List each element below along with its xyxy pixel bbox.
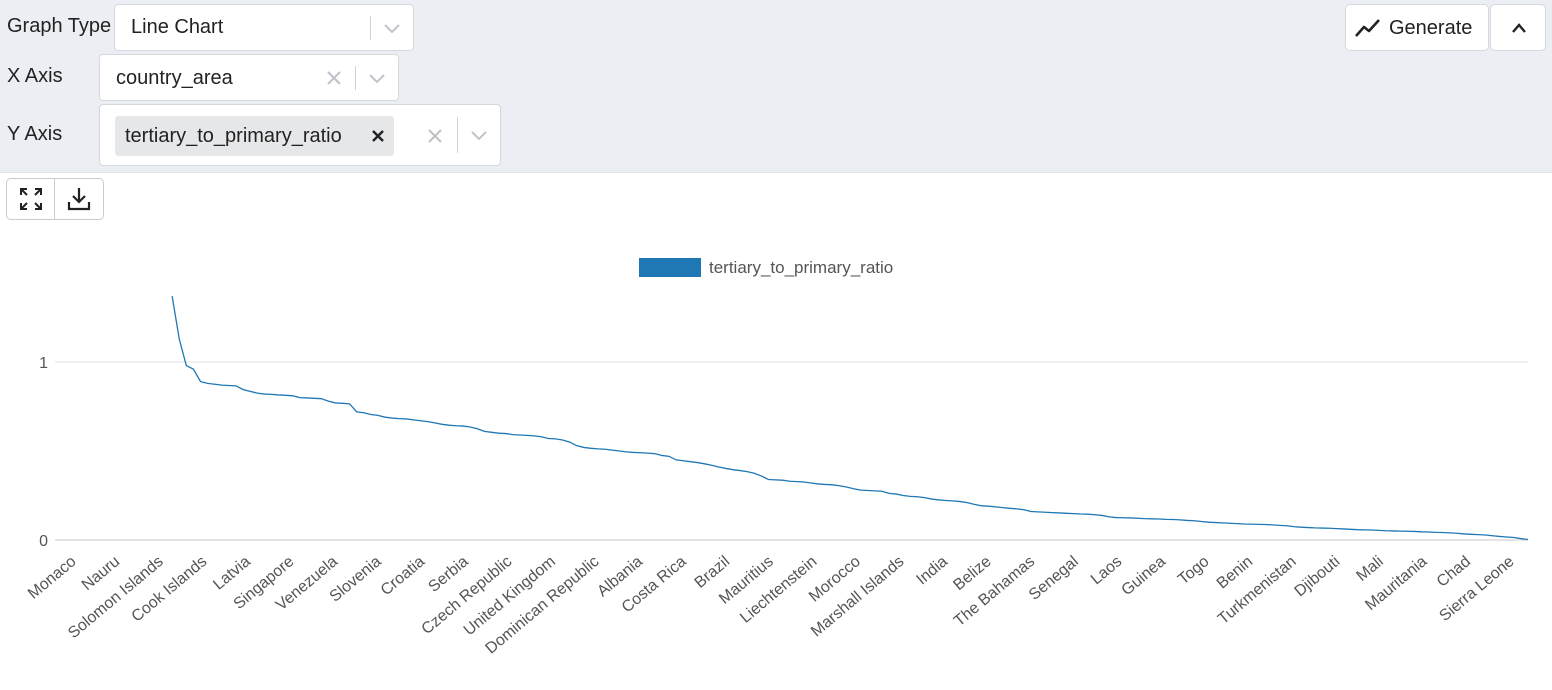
x-tick-label: Monaco [25, 553, 80, 603]
x-tick-label: Turkmenistan [1215, 553, 1300, 628]
x-axis-value: country_area [116, 67, 233, 89]
generate-label: Generate [1389, 17, 1473, 39]
x-axis-select[interactable]: country_area [99, 54, 399, 101]
download-icon [67, 188, 91, 211]
y-axis-select[interactable]: tertiary_to_primary_ratio [99, 104, 501, 166]
x-tick-label: Senegal [1026, 553, 1082, 604]
x-tick-label: Mali [1353, 553, 1386, 585]
x-tick-label: Croatia [378, 553, 429, 599]
expand-icon [20, 188, 42, 210]
x-tick-label: Sierra Leone [1436, 553, 1517, 625]
chevron-down-icon[interactable] [469, 130, 489, 142]
x-axis-label: X Axis [7, 65, 63, 87]
chart-toolbar [6, 178, 104, 220]
chevron-up-icon [1512, 23, 1526, 33]
clear-icon[interactable] [325, 69, 343, 87]
graph-type-select[interactable]: Line Chart [114, 4, 414, 51]
graph-type-value: Line Chart [131, 16, 224, 38]
y-axis-chip-label: tertiary_to_primary_ratio [125, 125, 342, 147]
legend-label: tertiary_to_primary_ratio [709, 258, 893, 277]
x-tick-label: India [914, 553, 952, 588]
y-axis-label: Y Axis [7, 123, 63, 145]
generate-button[interactable]: Generate [1345, 4, 1489, 51]
x-tick-label: Cook Islands [129, 553, 211, 625]
download-button[interactable] [55, 179, 102, 219]
y-tick-label: 0 [39, 533, 48, 550]
select-separator [457, 117, 458, 153]
collapse-button[interactable] [1490, 4, 1546, 51]
clear-icon[interactable] [426, 127, 444, 145]
toolbar-separator [54, 179, 55, 219]
chevron-down-icon[interactable] [382, 23, 402, 35]
x-tick-label: Djibouti [1291, 553, 1343, 600]
legend-swatch [639, 258, 701, 277]
y-tick-label: 1 [39, 355, 48, 372]
line-chart-icon [1355, 19, 1380, 37]
select-separator [370, 16, 371, 40]
remove-chip-icon[interactable] [371, 129, 385, 143]
y-axis-chip: tertiary_to_primary_ratio [115, 116, 394, 156]
series-line-tertiary-to-primary-ratio [171, 296, 1529, 541]
select-separator [355, 66, 356, 90]
x-tick-label: Guinea [1119, 553, 1170, 599]
x-tick-label: Togo [1175, 553, 1213, 588]
graph-type-label: Graph Type [7, 15, 112, 37]
fullscreen-button[interactable] [7, 179, 54, 219]
chevron-down-icon[interactable] [367, 73, 387, 85]
x-tick-label: Laos [1088, 553, 1126, 588]
